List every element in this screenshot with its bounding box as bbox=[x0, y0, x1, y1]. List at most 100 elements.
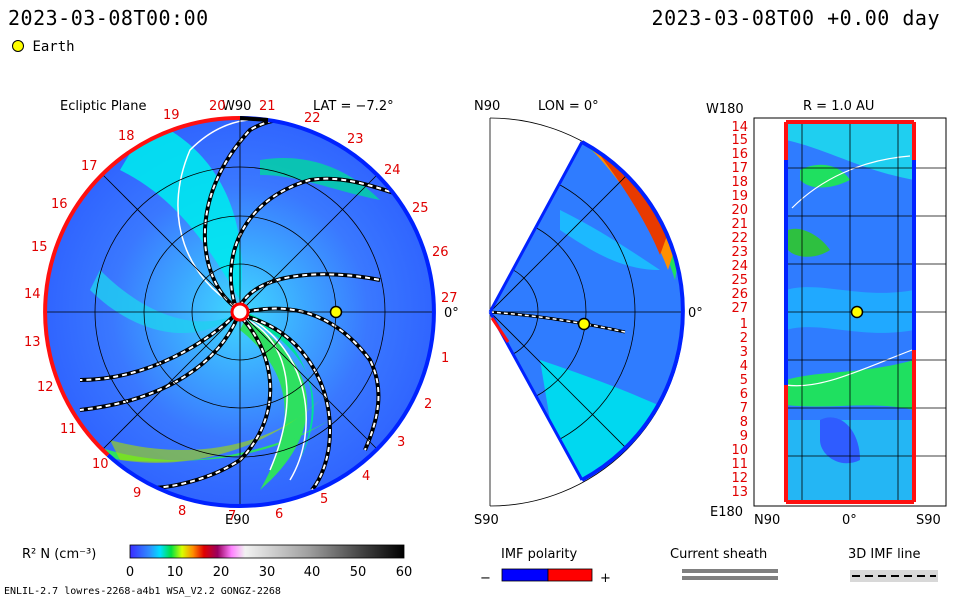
svg-text:60: 60 bbox=[396, 565, 413, 580]
imf-plus: + bbox=[600, 571, 611, 586]
imf-polarity-legend: IMF polarity − + bbox=[480, 547, 611, 586]
svg-text:9: 9 bbox=[133, 486, 141, 501]
colorbar-ticks: 0 10 20 30 40 50 60 bbox=[126, 565, 412, 580]
svg-text:6: 6 bbox=[740, 387, 748, 402]
svg-text:4: 4 bbox=[362, 469, 370, 484]
svg-text:23: 23 bbox=[731, 245, 748, 260]
svg-text:7: 7 bbox=[228, 509, 236, 524]
svg-text:17: 17 bbox=[731, 161, 748, 176]
meridional-earth-icon bbox=[577, 317, 591, 331]
svg-text:17: 17 bbox=[81, 159, 98, 174]
shell-r-label: R = 1.0 AU bbox=[803, 99, 874, 114]
svg-text:20: 20 bbox=[209, 99, 226, 114]
svg-text:22: 22 bbox=[304, 111, 321, 126]
svg-text:13: 13 bbox=[24, 335, 41, 350]
sun-icon bbox=[230, 302, 250, 322]
earth-icon bbox=[329, 305, 343, 319]
svg-text:26: 26 bbox=[432, 245, 449, 260]
svg-text:20: 20 bbox=[213, 565, 230, 580]
imf-line-title: 3D IMF line bbox=[848, 547, 921, 562]
shell-bottom-label: E180 bbox=[710, 505, 743, 520]
shell-axis-left: N90 bbox=[754, 513, 780, 528]
svg-text:2: 2 bbox=[424, 397, 432, 412]
colorbar-label: R² N (cm⁻³) bbox=[22, 547, 96, 562]
colorbar-gradient bbox=[129, 544, 405, 559]
ecliptic-bottom-label: E90 bbox=[225, 513, 250, 528]
ecliptic-top-label: W90 bbox=[222, 99, 251, 114]
svg-text:15: 15 bbox=[31, 240, 48, 255]
svg-text:24: 24 bbox=[384, 163, 401, 178]
svg-text:16: 16 bbox=[731, 147, 748, 162]
ecliptic-right-label: 0° bbox=[444, 306, 459, 321]
imf-line-legend: 3D IMF line bbox=[848, 547, 938, 582]
svg-text:20: 20 bbox=[731, 203, 748, 218]
header-time-right: 2023-03-08T00 +0.00 day bbox=[651, 6, 940, 30]
svg-text:10: 10 bbox=[167, 565, 184, 580]
svg-text:21: 21 bbox=[731, 217, 748, 232]
ecliptic-plane-panel: Ecliptic Plane W90 E90 0° LAT = −7.2° 20… bbox=[24, 99, 459, 528]
svg-text:30: 30 bbox=[259, 565, 276, 580]
imf-minus: − bbox=[480, 571, 491, 586]
svg-text:27: 27 bbox=[441, 291, 458, 306]
shell-earth-icon bbox=[850, 305, 864, 319]
svg-text:19: 19 bbox=[731, 189, 748, 204]
svg-text:21: 21 bbox=[259, 99, 276, 114]
svg-text:22: 22 bbox=[731, 231, 748, 246]
imf-positive-swatch bbox=[547, 568, 593, 582]
svg-text:26: 26 bbox=[731, 287, 748, 302]
svg-text:7: 7 bbox=[740, 401, 748, 416]
svg-text:50: 50 bbox=[350, 565, 367, 580]
svg-text:25: 25 bbox=[412, 201, 429, 216]
svg-text:9: 9 bbox=[740, 429, 748, 444]
earth-marker-icon bbox=[12, 40, 24, 52]
svg-text:16: 16 bbox=[51, 197, 68, 212]
svg-text:11: 11 bbox=[60, 422, 77, 437]
svg-text:2: 2 bbox=[740, 331, 748, 346]
svg-text:11: 11 bbox=[731, 457, 748, 472]
shell-panel: W180 E180 R = 1.0 AU N90 0° S90 14 15 16… bbox=[706, 99, 947, 528]
svg-text:3: 3 bbox=[740, 345, 748, 360]
svg-text:40: 40 bbox=[304, 565, 321, 580]
meridional-bottom-label: S90 bbox=[474, 513, 499, 528]
shell-axis-right: S90 bbox=[916, 513, 941, 528]
ecliptic-title: Ecliptic Plane bbox=[60, 99, 146, 114]
imf-negative-swatch bbox=[501, 568, 549, 582]
svg-text:8: 8 bbox=[740, 415, 748, 430]
ecliptic-lat-label: LAT = −7.2° bbox=[313, 99, 394, 114]
meridional-lon-label: LON = 0° bbox=[538, 99, 599, 114]
svg-text:0: 0 bbox=[126, 565, 134, 580]
ecliptic-tick-labels: 20 21 22 23 24 25 26 27 1 2 3 4 5 6 7 8 … bbox=[24, 99, 458, 524]
svg-text:18: 18 bbox=[118, 129, 135, 144]
svg-text:5: 5 bbox=[740, 373, 748, 388]
imf-polarity-title: IMF polarity bbox=[501, 547, 577, 562]
svg-text:13: 13 bbox=[731, 485, 748, 500]
svg-text:1: 1 bbox=[441, 351, 449, 366]
meridional-panel: N90 S90 LON = 0° 0° bbox=[474, 99, 703, 528]
svg-text:8: 8 bbox=[178, 504, 186, 519]
svg-text:12: 12 bbox=[37, 380, 54, 395]
current-sheath-title: Current sheath bbox=[670, 547, 767, 562]
meridional-right-label: 0° bbox=[688, 306, 703, 321]
shell-top-label: W180 bbox=[706, 102, 744, 117]
current-sheath-legend: Current sheath bbox=[670, 547, 778, 580]
shell-row-labels: 14 15 16 17 18 19 20 21 22 23 24 25 26 2… bbox=[731, 120, 748, 500]
svg-text:19: 19 bbox=[163, 108, 180, 123]
svg-text:3: 3 bbox=[397, 435, 405, 450]
earth-legend: Earth bbox=[12, 39, 75, 55]
colorbar: R² N (cm⁻³) 0 10 20 30 40 50 60 bbox=[22, 544, 412, 580]
svg-text:4: 4 bbox=[740, 359, 748, 374]
shell-axis-center: 0° bbox=[842, 513, 857, 528]
svg-text:10: 10 bbox=[731, 443, 748, 458]
earth-legend-label: Earth bbox=[32, 39, 75, 55]
svg-text:15: 15 bbox=[731, 133, 748, 148]
header-time-left: 2023-03-08T00:00 bbox=[8, 6, 209, 30]
svg-text:14: 14 bbox=[731, 120, 748, 135]
svg-text:6: 6 bbox=[275, 507, 283, 522]
svg-text:5: 5 bbox=[320, 492, 328, 507]
svg-text:14: 14 bbox=[24, 287, 41, 302]
svg-text:27: 27 bbox=[731, 301, 748, 316]
svg-text:18: 18 bbox=[731, 175, 748, 190]
svg-text:10: 10 bbox=[92, 457, 109, 472]
svg-text:23: 23 bbox=[347, 132, 364, 147]
